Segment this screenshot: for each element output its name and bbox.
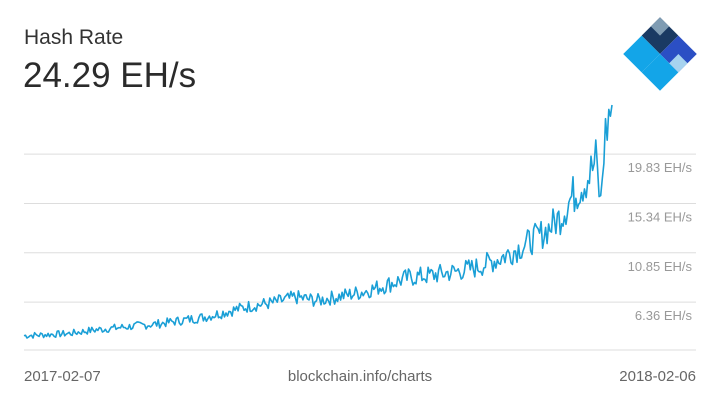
- blockchain-diamond-logo-icon[interactable]: [620, 14, 700, 94]
- hash-rate-series-line: [23, 104, 613, 339]
- y-tick-label: 10.85 EH/s: [628, 259, 693, 274]
- current-value: 24.29 EH/s: [23, 56, 197, 95]
- y-tick-label: 6.36 EH/s: [635, 308, 693, 323]
- y-tick-labels: 6.36 EH/s 10.85 EH/s 15.34 EH/s 19.83 EH/s: [628, 160, 693, 323]
- logo-square-light: [641, 54, 679, 91]
- chart-title: Hash Rate: [24, 26, 124, 49]
- logo-square-cyan: [623, 35, 660, 73]
- logo-square-grey: [650, 17, 670, 36]
- y-tick-label: 19.83 EH/s: [628, 160, 693, 175]
- x-start-date: 2017-02-07: [24, 368, 101, 385]
- source-link[interactable]: blockchain.info/charts: [287, 368, 433, 385]
- grid-lines: [24, 153, 696, 351]
- y-tick-label: 15.34 EH/s: [628, 209, 693, 224]
- x-end-date: 2018-02-06: [619, 368, 696, 385]
